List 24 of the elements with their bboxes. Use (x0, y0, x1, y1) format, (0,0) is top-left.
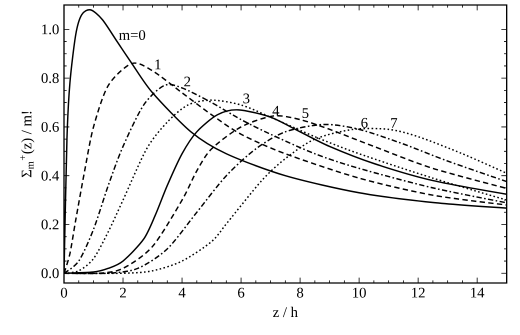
y-tick-label: 0.6 (42, 122, 59, 132)
series-label: 3 (243, 94, 250, 104)
x-tick-label: 6 (238, 288, 244, 298)
x-tick-label: 4 (178, 288, 186, 298)
y-tick-label: 0.4 (42, 170, 60, 181)
series-label: 7 (391, 118, 398, 128)
y-axis-title: Σ$_{m}$$^{+}$(z) / m! (20, 112, 34, 178)
x-tick-label: 0 (60, 288, 68, 298)
x-tick-label: 10 (353, 288, 366, 298)
y-tick-label: 0.0 (42, 268, 59, 278)
x-tick-label: 2 (120, 288, 126, 298)
series-label: 1 (155, 60, 161, 70)
y-tick-label: 1.0 (42, 24, 59, 34)
x-tick-label: 8 (296, 288, 304, 298)
y-tick-label: 0.2 (42, 220, 58, 230)
x-tick-label: 12 (412, 288, 425, 298)
x-tick-label: 14 (471, 288, 484, 298)
y-tick-label: 0.8 (42, 73, 59, 84)
series-label: 5 (302, 108, 308, 118)
series-label: 4 (272, 106, 280, 116)
series-label: 2 (184, 76, 190, 86)
series-label: m=0 (119, 30, 146, 40)
series-label: 6 (361, 118, 368, 128)
x-axis-title: z / h (273, 306, 298, 318)
